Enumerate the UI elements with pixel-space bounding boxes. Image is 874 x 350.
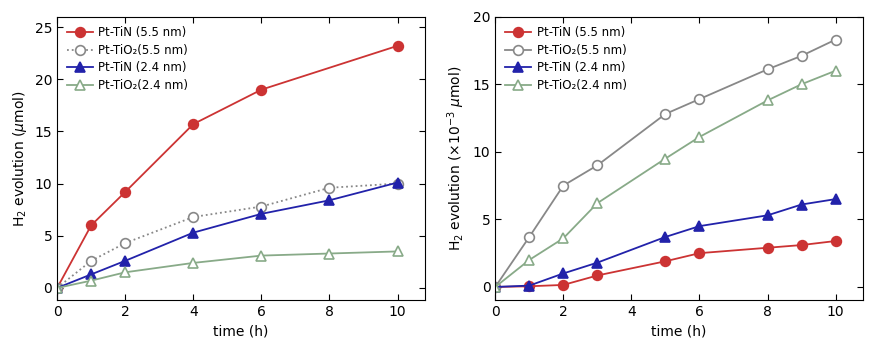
Pt-TiN (5.5 nm) [592,273,602,278]
Pt-TiO₂(5.5 nm) [558,183,569,188]
Pt-TiO₂(5.5 nm) [830,37,841,42]
Pt-TiN (5.5 nm) [830,239,841,243]
Pt-TiN (2.4 nm) [660,235,670,239]
Pt-TiN (2.4 nm) [256,212,267,216]
Pt-TiO₂(5.5 nm) [188,215,198,219]
X-axis label: time (h): time (h) [213,325,268,339]
Pt-TiN (2.4 nm) [392,181,403,185]
Pt-TiN (2.4 nm) [524,284,535,288]
Pt-TiN (2.4 nm) [324,198,335,202]
Pt-TiN (2.4 nm) [762,213,773,217]
Pt-TiO₂(2.4 nm) [694,135,704,139]
Line: Pt-TiN (5.5 nm): Pt-TiN (5.5 nm) [490,236,841,292]
Pt-TiO₂(2.4 nm) [120,270,130,274]
Pt-TiN (2.4 nm) [52,286,62,290]
Line: Pt-TiN (2.4 nm): Pt-TiN (2.4 nm) [490,194,841,292]
Pt-TiO₂(5.5 nm) [86,259,96,263]
Pt-TiN (5.5 nm) [188,122,198,126]
Pt-TiN (5.5 nm) [52,286,62,290]
Pt-TiO₂(5.5 nm) [256,204,267,209]
Pt-TiN (5.5 nm) [490,285,501,289]
Line: Pt-TiO₂(5.5 nm): Pt-TiO₂(5.5 nm) [490,35,841,292]
Line: Pt-TiO₂(2.4 nm): Pt-TiO₂(2.4 nm) [490,66,841,292]
Pt-TiN (5.5 nm) [256,88,267,92]
Pt-TiN (5.5 nm) [694,251,704,255]
Pt-TiN (2.4 nm) [120,259,130,263]
Y-axis label: H$_2$ evolution ($\times$10$^{-3}$ $\mu$mol): H$_2$ evolution ($\times$10$^{-3}$ $\mu$… [446,66,468,251]
Pt-TiO₂(2.4 nm) [558,236,569,240]
Pt-TiO₂(5.5 nm) [796,54,807,58]
Line: Pt-TiN (2.4 nm): Pt-TiN (2.4 nm) [52,178,402,293]
Pt-TiO₂(2.4 nm) [660,156,670,161]
Pt-TiO₂(5.5 nm) [324,186,335,190]
Pt-TiN (2.4 nm) [558,271,569,275]
Pt-TiO₂(5.5 nm) [392,182,403,186]
Pt-TiO₂(5.5 nm) [524,235,535,239]
Pt-TiO₂(2.4 nm) [490,285,501,289]
Pt-TiO₂(5.5 nm) [694,97,704,101]
Pt-TiO₂(5.5 nm) [490,285,501,289]
Pt-TiN (5.5 nm) [392,44,403,48]
Pt-TiN (5.5 nm) [86,223,96,228]
Pt-TiO₂(2.4 nm) [256,253,267,258]
Pt-TiN (5.5 nm) [762,246,773,250]
Pt-TiN (2.4 nm) [830,197,841,201]
Pt-TiO₂(5.5 nm) [660,112,670,116]
Pt-TiO₂(2.4 nm) [762,98,773,103]
Y-axis label: H$_2$ evolution ($\mu$mol): H$_2$ evolution ($\mu$mol) [11,90,29,227]
Pt-TiO₂(5.5 nm) [120,241,130,245]
Pt-TiN (2.4 nm) [490,285,501,289]
Pt-TiN (5.5 nm) [558,283,569,287]
Pt-TiO₂(5.5 nm) [52,286,62,290]
Pt-TiO₂(2.4 nm) [830,69,841,73]
Pt-TiO₂(2.4 nm) [188,261,198,265]
Pt-TiN (5.5 nm) [120,190,130,194]
Pt-TiN (2.4 nm) [694,224,704,228]
Pt-TiN (5.5 nm) [524,284,535,288]
Pt-TiO₂(2.4 nm) [796,82,807,86]
Legend: Pt-TiN (5.5 nm), Pt-TiO₂(5.5 nm), Pt-TiN (2.4 nm), Pt-TiO₂(2.4 nm): Pt-TiN (5.5 nm), Pt-TiO₂(5.5 nm), Pt-TiN… [63,22,192,96]
Line: Pt-TiO₂(5.5 nm): Pt-TiO₂(5.5 nm) [52,179,402,293]
Pt-TiN (2.4 nm) [188,231,198,235]
Pt-TiO₂(2.4 nm) [392,249,403,253]
Legend: Pt-TiN (5.5 nm), Pt-TiO₂(5.5 nm), Pt-TiN (2.4 nm), Pt-TiO₂(2.4 nm): Pt-TiN (5.5 nm), Pt-TiO₂(5.5 nm), Pt-TiN… [501,22,630,96]
Pt-TiO₂(2.4 nm) [52,286,62,290]
Line: Pt-TiN (5.5 nm): Pt-TiN (5.5 nm) [52,41,402,293]
Pt-TiN (2.4 nm) [796,202,807,206]
Pt-TiN (5.5 nm) [660,259,670,263]
Pt-TiO₂(2.4 nm) [324,251,335,256]
Pt-TiN (2.4 nm) [86,272,96,276]
Pt-TiO₂(2.4 nm) [592,201,602,205]
Pt-TiO₂(2.4 nm) [86,279,96,283]
Pt-TiN (2.4 nm) [592,260,602,265]
Pt-TiO₂(5.5 nm) [762,67,773,71]
Line: Pt-TiO₂(2.4 nm): Pt-TiO₂(2.4 nm) [52,246,402,293]
Pt-TiO₂(2.4 nm) [524,258,535,262]
Pt-TiN (5.5 nm) [796,243,807,247]
X-axis label: time (h): time (h) [651,325,707,339]
Pt-TiO₂(5.5 nm) [592,163,602,167]
